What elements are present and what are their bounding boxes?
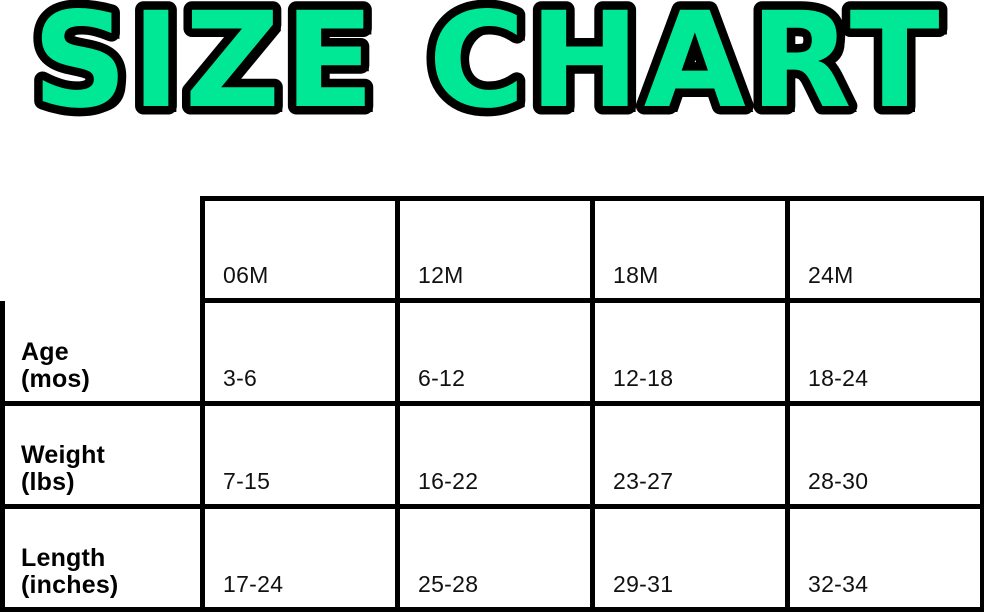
cell-value: 12-18 [613, 365, 674, 391]
cell-length-18m: 29-31 [590, 506, 788, 612]
cell-age-24m: 18-24 [785, 300, 984, 406]
column-header-24m: 24M [785, 196, 984, 303]
table-row-length: Length (inches) 17-24 25-28 29-31 32-34 [0, 506, 984, 612]
page-title: SIZE CHART SIZE CHART SIZE CHART [0, 0, 984, 150]
title-shadow-text: SIZE CHART [40, 0, 951, 144]
table-header-row: 06M 12M 18M 24M [2, 196, 984, 303]
column-header-12m: 12M [395, 196, 593, 303]
cell-age-06m: 3-6 [200, 300, 398, 406]
row-label-line2: (lbs) [21, 468, 75, 496]
column-header-label: 12M [418, 262, 464, 288]
cell-value: 16-22 [418, 468, 479, 494]
cell-age-12m: 6-12 [395, 300, 593, 406]
row-label-line2: (inches) [21, 571, 119, 599]
cell-weight-24m: 28-30 [785, 403, 984, 509]
cell-weight-18m: 23-27 [590, 403, 788, 509]
title-fill-text: SIZE CHART [32, 0, 943, 138]
row-label-line1: Weight [21, 441, 106, 469]
cell-age-18m: 12-18 [590, 300, 788, 406]
column-header-label: 18M [613, 262, 659, 288]
row-label-line2: (mos) [21, 365, 91, 393]
cell-value: 7-15 [223, 468, 271, 494]
column-header-label: 06M [223, 262, 269, 288]
cell-length-24m: 32-34 [785, 506, 984, 612]
column-header-18m: 18M [590, 196, 788, 303]
table-row-age: Age (mos) 3-6 6-12 12-18 18-24 [0, 300, 984, 406]
row-label-weight: Weight (lbs) [0, 403, 203, 509]
row-label-length: Length (inches) [0, 506, 203, 612]
cell-value: 28-30 [808, 468, 869, 494]
cell-value: 23-27 [613, 468, 674, 494]
column-header-label: 24M [808, 262, 854, 288]
row-label-age: Age (mos) [0, 300, 203, 406]
cell-value: 32-34 [808, 571, 869, 597]
cell-value: 3-6 [223, 365, 258, 391]
cell-value: 17-24 [223, 571, 284, 597]
cell-value: 6-12 [418, 365, 466, 391]
cell-value: 25-28 [418, 571, 479, 597]
cell-weight-06m: 7-15 [200, 403, 398, 509]
column-header-06m: 06M [200, 196, 398, 303]
table-row-weight: Weight (lbs) 7-15 16-22 23-27 28-30 [0, 403, 984, 509]
corner-cell [2, 198, 203, 301]
title-artwork: SIZE CHART SIZE CHART SIZE CHART [24, 0, 951, 147]
cell-length-06m: 17-24 [200, 506, 398, 612]
size-chart-table: 06M 12M 18M 24M Age (mos) 3- [0, 196, 984, 612]
row-label-line1: Length [21, 544, 106, 572]
title-outline-text: SIZE CHART [32, 0, 943, 138]
cell-value: 18-24 [808, 365, 869, 391]
cell-length-12m: 25-28 [395, 506, 593, 612]
cell-value: 29-31 [613, 571, 674, 597]
row-label-line1: Age [21, 338, 69, 366]
cell-weight-12m: 16-22 [395, 403, 593, 509]
